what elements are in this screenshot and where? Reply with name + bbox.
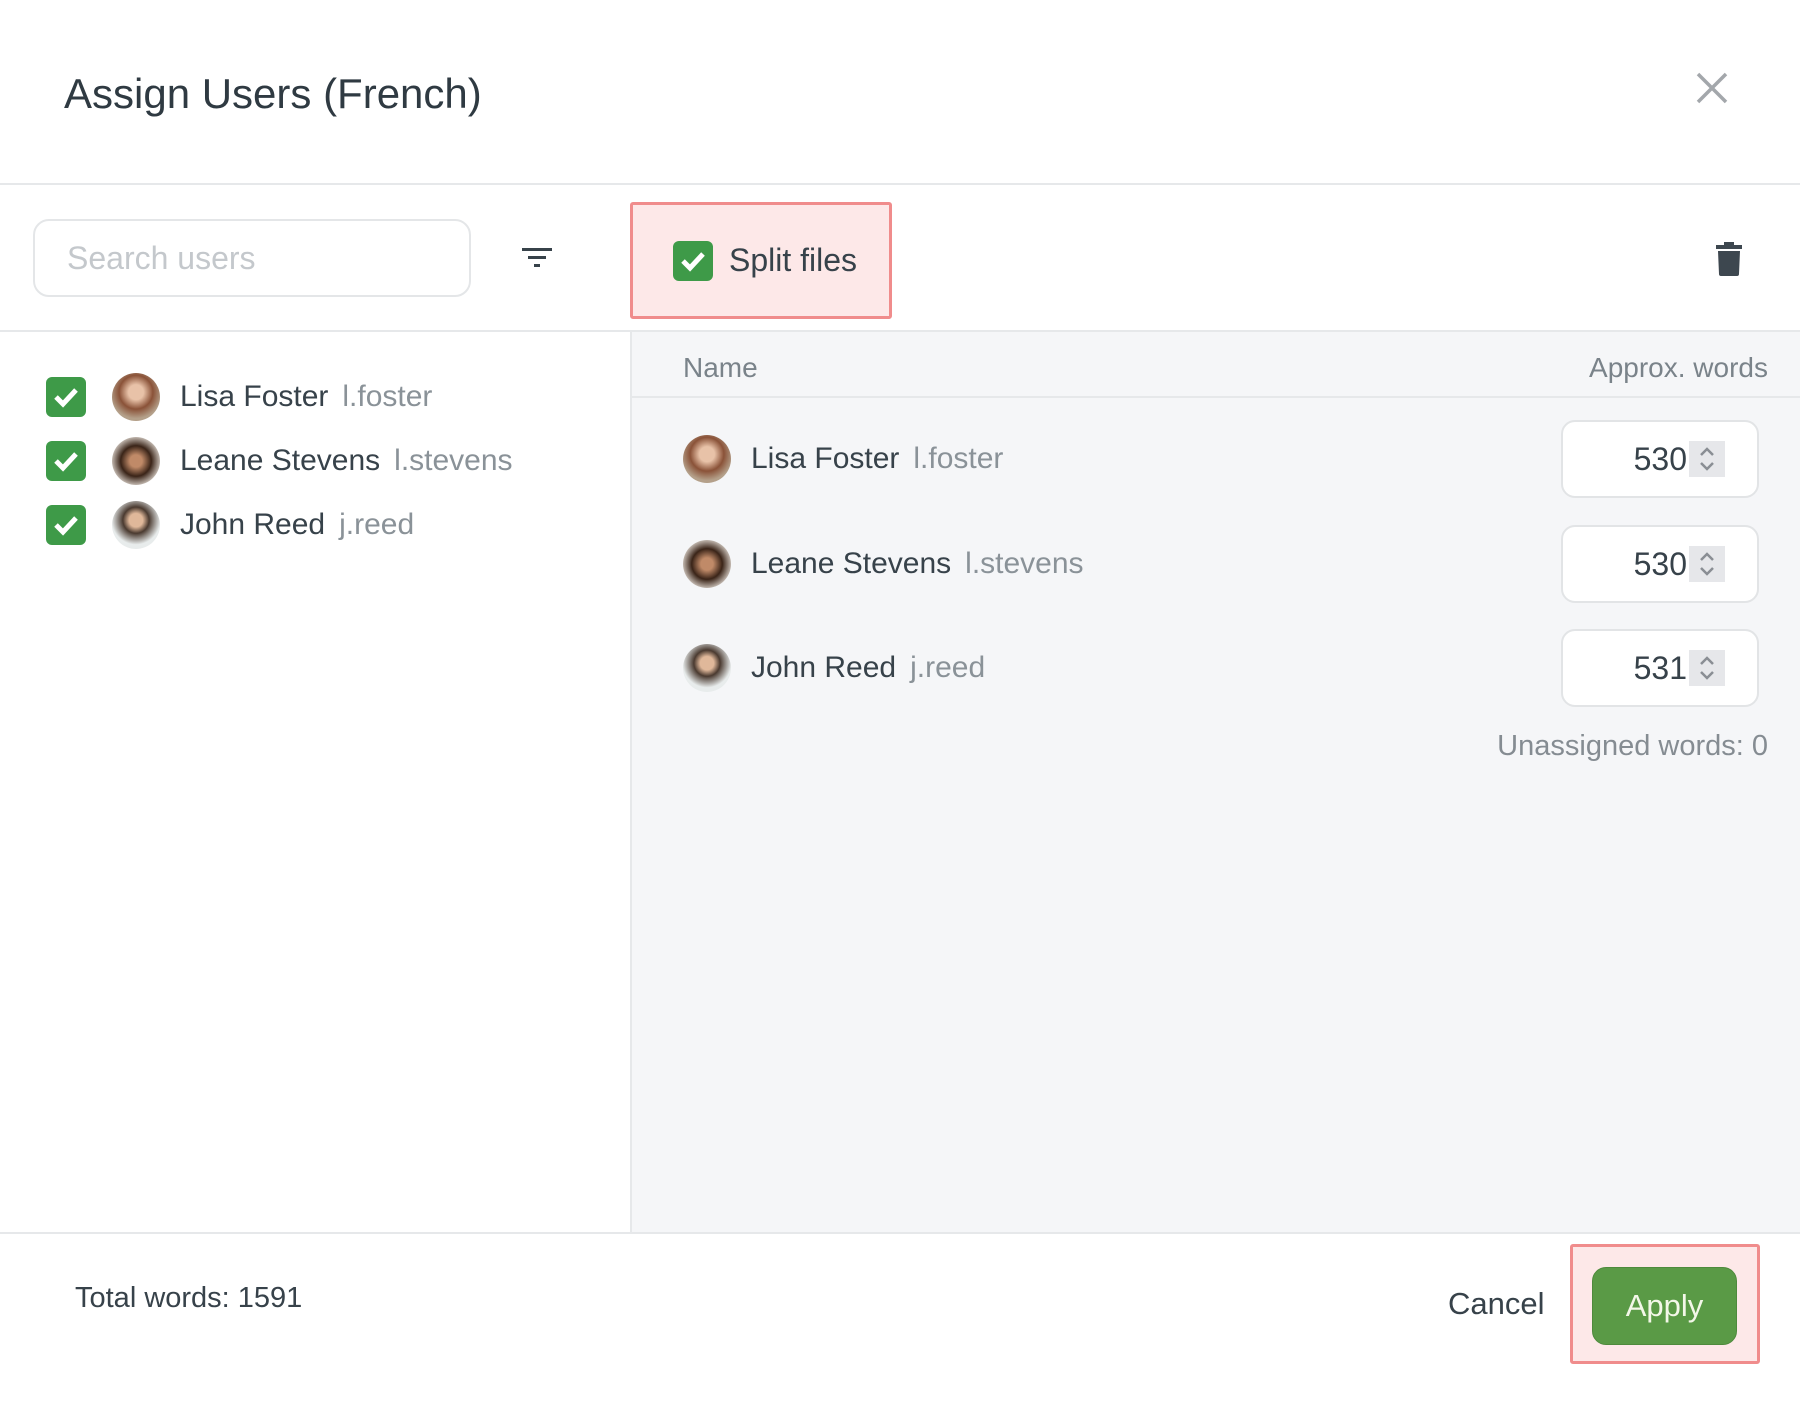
apply-highlight: Apply [1570,1244,1760,1364]
header-divider [0,183,1800,185]
user-name: John Reed [180,508,326,541]
footer-divider [0,1232,1800,1234]
user-username: j.reed [910,651,986,684]
avatar [112,501,160,549]
unassigned-words: Unassigned words: 0 [1497,730,1768,762]
checkbox-checked-icon[interactable] [46,377,86,417]
user-list-item[interactable]: Leane Stevens l.stevens [46,436,513,486]
checkbox-checked-icon[interactable] [46,505,86,545]
user-list-item[interactable]: John Reed j.reed [46,500,414,550]
stepper-arrows-icon[interactable] [1689,546,1725,582]
user-name: Lisa Foster [751,442,900,475]
user-username: l.stevens [394,444,513,477]
user-username: l.foster [913,442,1004,475]
assignment-row: Leane Stevens l.stevens 530 [683,525,1759,603]
avatar [112,437,160,485]
trash-icon[interactable] [1716,242,1742,276]
checkbox-checked-icon[interactable] [46,441,86,481]
assignment-row: John Reed j.reed 531 [683,629,1759,707]
close-icon[interactable] [1694,70,1730,106]
search-input[interactable] [33,219,471,297]
user-username: l.stevens [965,547,1084,580]
words-value[interactable]: 530 [1633,440,1687,477]
words-value[interactable]: 530 [1633,545,1687,582]
avatar [112,373,160,421]
user-name: Leane Stevens [180,444,381,477]
dialog-title: Assign Users (French) [64,70,482,117]
words-stepper[interactable]: 531 [1561,629,1759,707]
assignment-row: Lisa Foster l.foster 530 [683,420,1759,498]
split-files-checkbox[interactable]: Split files [630,202,892,319]
user-username: j.reed [339,508,415,541]
toolbar-divider [0,330,1800,332]
total-words: Total words: 1591 [75,1282,303,1314]
user-username: l.foster [342,380,433,413]
split-files-label: Split files [729,242,858,278]
words-stepper[interactable]: 530 [1561,420,1759,498]
words-stepper[interactable]: 530 [1561,525,1759,603]
words-value[interactable]: 531 [1633,649,1687,686]
user-list: Lisa Foster l.foster Leane Stevens l.ste… [0,332,630,1232]
avatar [683,540,731,588]
table-header-divider [632,396,1800,398]
filter-icon[interactable] [520,244,554,272]
avatar [683,644,731,692]
avatar [683,435,731,483]
user-list-item[interactable]: Lisa Foster l.foster [46,372,432,422]
assignment-panel: Name Approx. words Lisa Foster l.foster … [630,332,1800,1232]
stepper-arrows-icon[interactable] [1689,441,1725,477]
user-name: Lisa Foster [180,380,329,413]
user-name: Leane Stevens [751,547,952,580]
stepper-arrows-icon[interactable] [1689,650,1725,686]
user-name: John Reed [751,651,897,684]
apply-button[interactable]: Apply [1592,1267,1737,1345]
column-header-name: Name [683,352,758,383]
column-header-words: Approx. words [1589,352,1768,383]
checkbox-checked-icon [673,240,713,281]
cancel-button[interactable]: Cancel [1448,1286,1545,1321]
